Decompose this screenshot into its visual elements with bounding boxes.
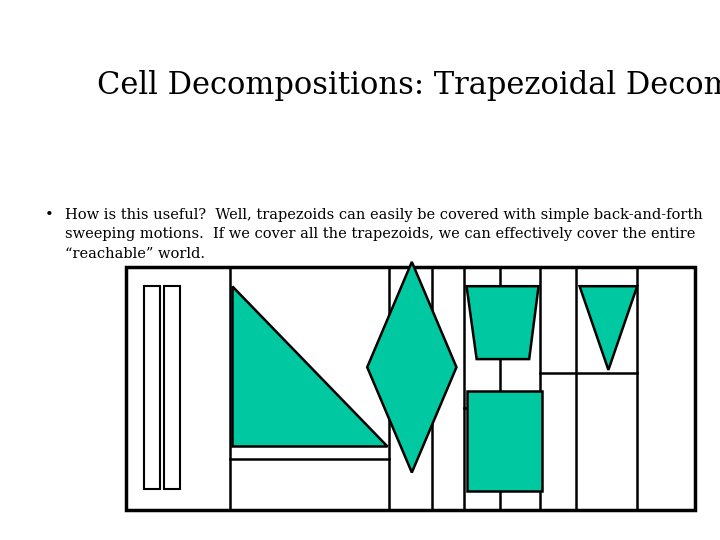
Polygon shape [367, 262, 456, 472]
Bar [164, 286, 180, 489]
Polygon shape [232, 286, 387, 445]
Bar [144, 286, 160, 489]
Text: •: • [45, 208, 53, 222]
Bar [467, 392, 542, 491]
Polygon shape [467, 286, 539, 359]
Bar [126, 267, 695, 510]
Polygon shape [580, 286, 637, 370]
Text: Cell Decompositions: Trapezoidal Decomposition: Cell Decompositions: Trapezoidal Decompo… [97, 70, 720, 101]
Text: How is this useful?  Well, trapezoids can easily be covered with simple back-and: How is this useful? Well, trapezoids can… [65, 208, 703, 261]
